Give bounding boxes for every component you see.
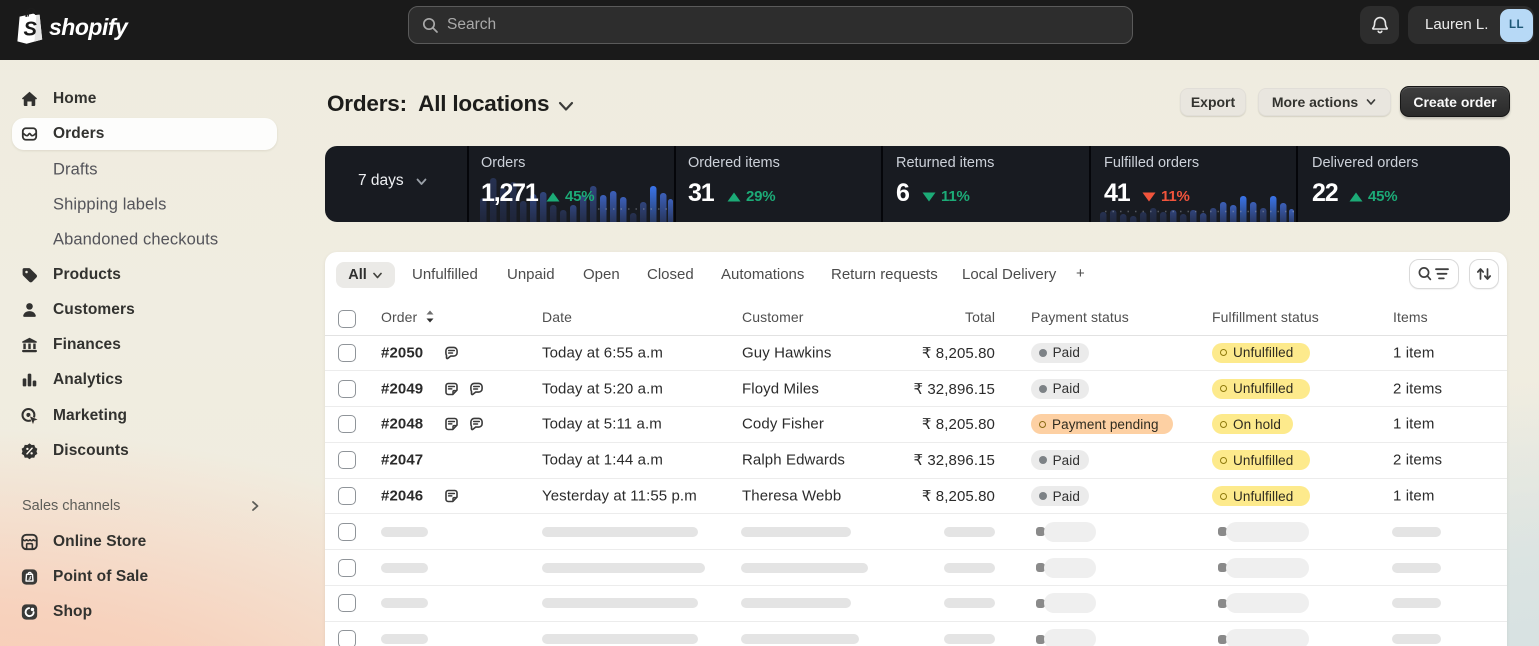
svg-text:S: S xyxy=(24,19,38,41)
